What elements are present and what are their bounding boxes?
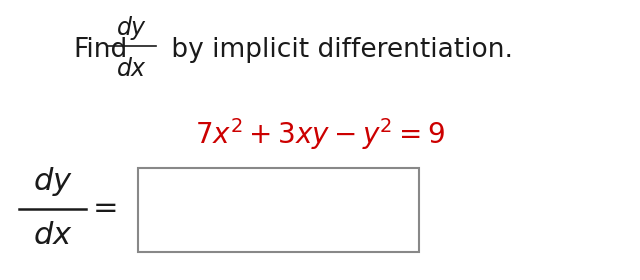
Text: =: = <box>93 194 118 223</box>
Text: by implicit differentiation.: by implicit differentiation. <box>163 38 513 63</box>
Text: Find: Find <box>74 38 128 63</box>
Text: $dy$: $dy$ <box>116 14 147 42</box>
Text: $7x^2 + 3xy - y^2 = 9$: $7x^2 + 3xy - y^2 = 9$ <box>195 116 445 152</box>
Text: $dx$: $dx$ <box>116 57 147 81</box>
Bar <box>138 168 419 252</box>
Text: $dy$: $dy$ <box>33 165 72 199</box>
Text: $dx$: $dx$ <box>33 221 72 250</box>
